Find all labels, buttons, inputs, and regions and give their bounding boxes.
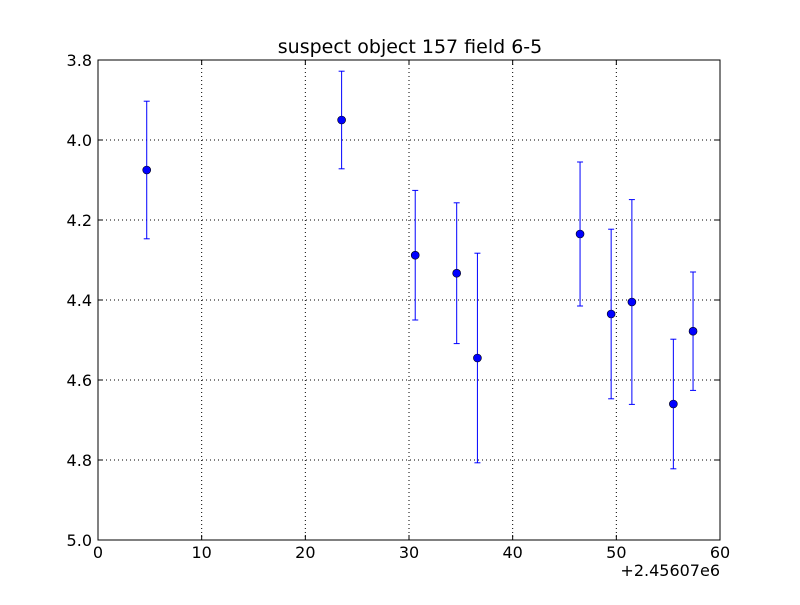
x-tick-label: 10 xyxy=(191,543,211,562)
y-tick-label: 4.4 xyxy=(67,291,92,310)
data-point xyxy=(627,297,637,307)
y-tick-label: 4.0 xyxy=(67,131,92,150)
data-point xyxy=(473,353,482,363)
data-point xyxy=(452,268,461,278)
axis-ticks xyxy=(97,59,721,541)
y-tick-label: 4.6 xyxy=(67,371,92,390)
data-point xyxy=(669,399,678,409)
y-tick-label: 3.8 xyxy=(67,51,92,70)
x-tick-label: 0 xyxy=(93,543,103,562)
chart-title: suspect object 157 field 6-5 xyxy=(278,36,543,58)
data-point xyxy=(606,309,616,319)
axis-tick-labels: 0 10 20 30 40 50 60 3.8 4.0 4.2 4.4 4.6 4.8 5.0 xyxy=(67,51,731,562)
y-tick-label: 5.0 xyxy=(67,531,92,550)
data-series xyxy=(142,70,698,470)
data-point xyxy=(142,165,152,175)
x-tick-label: 60 xyxy=(710,543,730,562)
data-point xyxy=(337,115,346,125)
x-axis-offset-label: +2.45607e6 xyxy=(620,561,720,580)
x-tick-label: 40 xyxy=(502,543,522,562)
y-tick-label: 4.2 xyxy=(67,211,92,230)
data-point xyxy=(575,229,585,239)
x-tick-label: 50 xyxy=(606,543,626,562)
x-tick-label: 30 xyxy=(399,543,419,562)
x-tick-label: 20 xyxy=(295,543,315,562)
data-point xyxy=(410,250,420,260)
data-point xyxy=(688,326,698,336)
y-tick-label: 4.8 xyxy=(67,451,92,470)
grid-layer xyxy=(98,60,720,540)
